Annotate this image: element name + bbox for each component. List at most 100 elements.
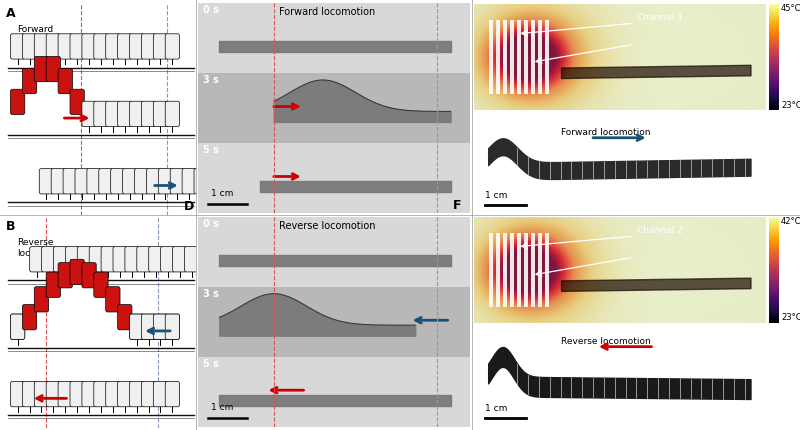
Text: 1 cm: 1 cm	[211, 189, 234, 198]
FancyBboxPatch shape	[22, 34, 37, 59]
FancyBboxPatch shape	[51, 169, 66, 194]
Text: 23°C: 23°C	[781, 101, 800, 110]
Text: A: A	[6, 7, 15, 21]
FancyBboxPatch shape	[118, 304, 132, 330]
FancyBboxPatch shape	[166, 34, 179, 59]
FancyBboxPatch shape	[82, 381, 96, 407]
Text: Reverse
locomotion: Reverse locomotion	[18, 238, 68, 258]
FancyBboxPatch shape	[46, 34, 61, 59]
FancyBboxPatch shape	[34, 287, 49, 312]
FancyBboxPatch shape	[118, 101, 132, 126]
FancyBboxPatch shape	[82, 34, 96, 59]
FancyBboxPatch shape	[70, 34, 84, 59]
FancyBboxPatch shape	[10, 314, 25, 339]
FancyBboxPatch shape	[122, 169, 137, 194]
FancyBboxPatch shape	[58, 34, 73, 59]
Bar	[198, 287, 470, 356]
FancyBboxPatch shape	[63, 169, 78, 194]
Text: Forward
locomotion: Forward locomotion	[18, 25, 68, 45]
FancyBboxPatch shape	[89, 247, 103, 272]
FancyBboxPatch shape	[170, 169, 185, 194]
FancyBboxPatch shape	[58, 68, 73, 94]
Text: 1 cm: 1 cm	[486, 191, 508, 200]
FancyBboxPatch shape	[137, 247, 151, 272]
Text: 1 cm: 1 cm	[211, 403, 234, 412]
FancyBboxPatch shape	[82, 101, 96, 126]
Text: B: B	[6, 220, 15, 233]
FancyBboxPatch shape	[39, 169, 54, 194]
FancyBboxPatch shape	[185, 247, 198, 272]
Text: Reverse locomotion: Reverse locomotion	[279, 221, 376, 231]
Text: 3 s: 3 s	[203, 75, 219, 85]
FancyBboxPatch shape	[142, 314, 156, 339]
FancyBboxPatch shape	[118, 381, 132, 407]
FancyBboxPatch shape	[10, 314, 25, 339]
FancyBboxPatch shape	[94, 272, 108, 298]
FancyBboxPatch shape	[161, 247, 175, 272]
FancyBboxPatch shape	[166, 314, 179, 339]
FancyBboxPatch shape	[94, 101, 108, 126]
Bar	[198, 73, 470, 143]
FancyBboxPatch shape	[182, 169, 197, 194]
FancyBboxPatch shape	[142, 34, 156, 59]
Bar	[198, 143, 470, 213]
FancyBboxPatch shape	[34, 56, 49, 82]
FancyBboxPatch shape	[130, 381, 144, 407]
FancyBboxPatch shape	[142, 314, 156, 339]
FancyBboxPatch shape	[30, 247, 44, 272]
FancyBboxPatch shape	[70, 259, 84, 285]
Text: Channel 1: Channel 1	[637, 13, 682, 22]
FancyBboxPatch shape	[22, 304, 37, 330]
FancyBboxPatch shape	[154, 314, 168, 339]
FancyBboxPatch shape	[87, 169, 102, 194]
FancyBboxPatch shape	[70, 381, 84, 407]
FancyBboxPatch shape	[125, 247, 139, 272]
Text: 45°C: 45°C	[781, 4, 800, 13]
FancyBboxPatch shape	[54, 247, 68, 272]
FancyBboxPatch shape	[166, 101, 179, 126]
FancyBboxPatch shape	[113, 247, 127, 272]
FancyBboxPatch shape	[194, 169, 208, 194]
FancyBboxPatch shape	[142, 381, 156, 407]
FancyBboxPatch shape	[98, 169, 113, 194]
Bar	[198, 217, 470, 287]
FancyBboxPatch shape	[78, 247, 92, 272]
FancyBboxPatch shape	[158, 169, 173, 194]
FancyBboxPatch shape	[154, 381, 168, 407]
Text: 0 s: 0 s	[203, 219, 219, 229]
FancyBboxPatch shape	[166, 381, 179, 407]
Text: D: D	[184, 200, 194, 212]
FancyBboxPatch shape	[146, 169, 161, 194]
FancyBboxPatch shape	[106, 34, 120, 59]
FancyBboxPatch shape	[173, 247, 187, 272]
Text: Forward locomotion: Forward locomotion	[279, 7, 375, 17]
Text: Reverse locomotion: Reverse locomotion	[561, 337, 650, 346]
Text: F: F	[453, 199, 462, 212]
Text: 5 s: 5 s	[203, 145, 219, 155]
FancyBboxPatch shape	[22, 68, 37, 94]
FancyBboxPatch shape	[110, 169, 125, 194]
FancyBboxPatch shape	[75, 169, 90, 194]
FancyBboxPatch shape	[154, 101, 168, 126]
FancyBboxPatch shape	[154, 34, 168, 59]
FancyBboxPatch shape	[149, 247, 163, 272]
FancyBboxPatch shape	[118, 34, 132, 59]
Text: 5 s: 5 s	[203, 359, 219, 369]
Bar	[198, 356, 470, 427]
FancyBboxPatch shape	[134, 169, 149, 194]
FancyBboxPatch shape	[46, 56, 61, 82]
FancyBboxPatch shape	[130, 314, 144, 339]
Text: 1 cm: 1 cm	[486, 404, 508, 413]
FancyBboxPatch shape	[142, 101, 156, 126]
FancyBboxPatch shape	[130, 101, 144, 126]
FancyBboxPatch shape	[34, 34, 49, 59]
Text: Channel 2: Channel 2	[637, 226, 682, 235]
FancyBboxPatch shape	[82, 263, 96, 288]
Text: 0 s: 0 s	[203, 5, 219, 15]
FancyBboxPatch shape	[22, 381, 37, 407]
FancyBboxPatch shape	[66, 247, 80, 272]
FancyBboxPatch shape	[94, 381, 108, 407]
FancyBboxPatch shape	[106, 101, 120, 126]
FancyBboxPatch shape	[166, 314, 179, 339]
FancyBboxPatch shape	[10, 34, 25, 59]
